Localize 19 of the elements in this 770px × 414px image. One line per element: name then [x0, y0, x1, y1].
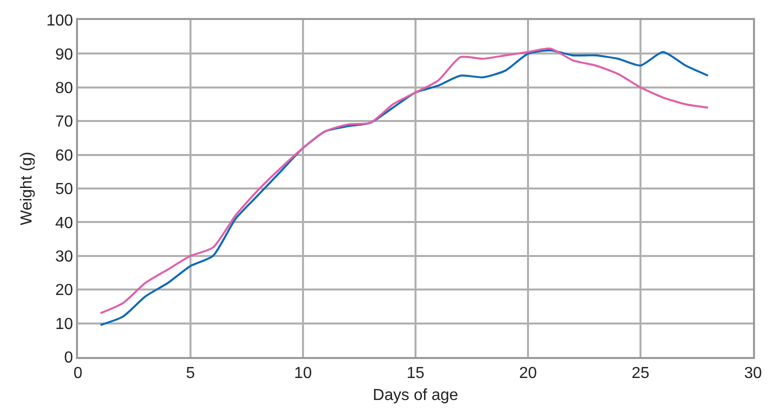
x-tick-label: 25 [632, 364, 650, 382]
y-tick-label: 30 [55, 248, 74, 266]
x-tick-label: 5 [186, 364, 196, 382]
x-tick-label: 20 [519, 364, 537, 382]
x-axis-title: Days of age [372, 387, 458, 404]
y-axis-title: Weight (g) [18, 152, 36, 226]
y-tick-label: 60 [55, 147, 74, 164]
y-tick-label: 50 [55, 181, 74, 198]
x-tick-label: 30 [744, 364, 762, 382]
x-tick-label: 10 [294, 364, 312, 382]
x-tick-label: 15 [406, 364, 424, 382]
y-tick-label: 20 [55, 282, 74, 300]
y-tick-label: 70 [55, 114, 74, 131]
y-tick-label: 90 [55, 46, 74, 64]
y-tick-label: 0 [64, 350, 74, 367]
y-tick-label: 10 [55, 316, 74, 333]
y-tick-label: 80 [55, 80, 74, 97]
y-tick-label: 40 [55, 214, 74, 232]
y-tick-label: 100 [46, 12, 74, 30]
